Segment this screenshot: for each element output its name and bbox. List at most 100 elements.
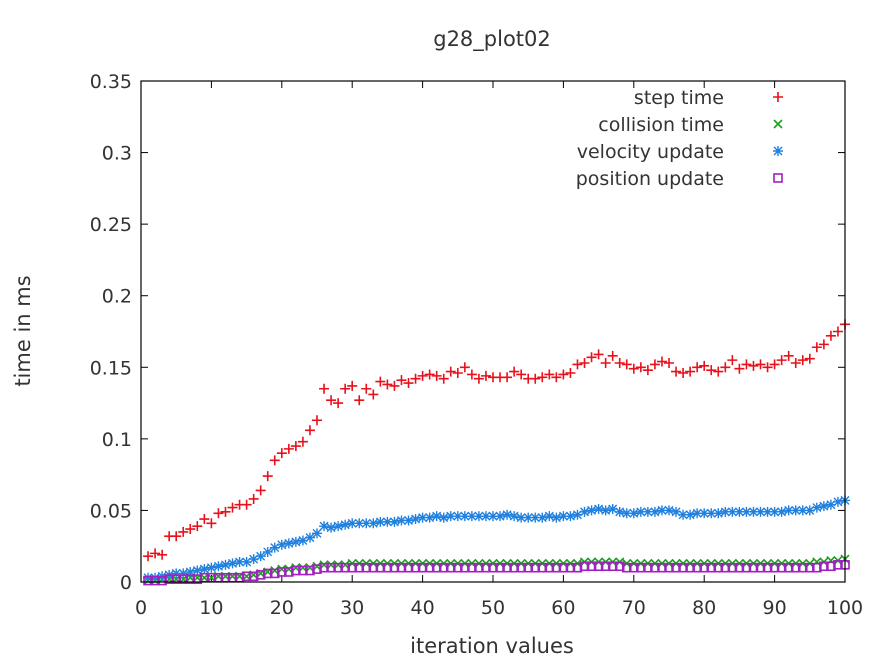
data-point xyxy=(143,572,154,583)
data-series xyxy=(143,319,850,586)
data-point xyxy=(727,355,738,366)
data-point xyxy=(445,562,456,573)
data-point xyxy=(227,502,238,513)
data-point xyxy=(480,511,491,522)
data-point xyxy=(593,503,604,514)
data-point xyxy=(502,509,513,520)
data-point xyxy=(389,380,400,391)
data-point xyxy=(607,503,618,514)
data-point xyxy=(452,562,463,573)
x-tick-label: 60 xyxy=(551,597,575,619)
data-point xyxy=(206,518,217,529)
data-point xyxy=(509,366,520,377)
data-point xyxy=(480,370,491,381)
data-point xyxy=(438,373,449,384)
legend-marker xyxy=(773,146,783,156)
data-point xyxy=(706,508,717,519)
axis-ticks: 0 10 20 30 40 50 60 70 80 90 100 0 0.05 0.1 0.15 0.2 0.2… xyxy=(90,71,863,619)
data-point xyxy=(473,511,484,522)
data-point xyxy=(326,562,336,573)
data-point xyxy=(614,561,625,572)
y-tick-label: 0.3 xyxy=(102,143,132,165)
data-point xyxy=(685,509,696,520)
data-point xyxy=(312,415,322,426)
data-point xyxy=(304,532,315,543)
data-point xyxy=(368,562,379,573)
data-point xyxy=(797,562,808,573)
data-point xyxy=(544,369,555,380)
data-point xyxy=(685,366,696,377)
data-point xyxy=(417,512,428,523)
data-point xyxy=(593,349,604,360)
data-point xyxy=(220,559,231,570)
data-point xyxy=(150,575,160,586)
data-point xyxy=(375,376,386,387)
data-point xyxy=(509,562,519,573)
legend-marker xyxy=(773,173,783,183)
data-point xyxy=(671,366,682,377)
data-point xyxy=(600,505,611,516)
data-point xyxy=(178,574,189,584)
y-tick-label: 0.25 xyxy=(90,214,132,236)
data-point xyxy=(664,357,674,368)
data-point xyxy=(234,556,245,567)
data-point xyxy=(262,471,273,482)
data-point xyxy=(621,562,632,573)
data-point xyxy=(502,562,512,573)
data-point xyxy=(699,360,710,371)
data-point xyxy=(635,506,646,517)
data-point xyxy=(192,565,203,576)
data-point xyxy=(811,502,822,513)
data-point xyxy=(354,395,365,406)
data-point xyxy=(347,380,358,391)
data-point xyxy=(713,562,724,573)
legend-entry: position update xyxy=(576,168,783,190)
data-point xyxy=(797,505,808,516)
data-point xyxy=(727,506,738,517)
data-point xyxy=(248,493,259,504)
data-point xyxy=(558,562,569,573)
data-point xyxy=(220,506,231,517)
data-point xyxy=(269,542,280,553)
data-point xyxy=(832,496,843,507)
data-point xyxy=(790,505,801,516)
data-point xyxy=(586,505,597,516)
data-point xyxy=(748,506,759,517)
data-point xyxy=(438,512,449,523)
data-point xyxy=(171,574,181,584)
data-point xyxy=(438,562,449,573)
data-point xyxy=(255,485,266,496)
data-point xyxy=(642,365,653,376)
data-point xyxy=(297,436,308,447)
data-point xyxy=(783,562,794,573)
data-point xyxy=(389,562,400,573)
data-point xyxy=(530,373,541,384)
data-point xyxy=(199,564,210,575)
data-point xyxy=(636,562,646,573)
data-point xyxy=(431,562,442,573)
data-point xyxy=(312,528,322,539)
data-point xyxy=(410,514,421,525)
x-tick-label: 100 xyxy=(827,597,863,619)
data-point xyxy=(826,561,836,572)
data-point xyxy=(143,551,154,562)
data-point xyxy=(347,562,358,573)
x-tick-label: 90 xyxy=(763,597,787,619)
data-point xyxy=(192,521,203,532)
data-point xyxy=(466,369,477,380)
data-point xyxy=(819,561,829,572)
data-point xyxy=(488,562,498,573)
data-point xyxy=(297,535,308,546)
data-point xyxy=(431,511,442,522)
data-point xyxy=(607,561,618,572)
data-point xyxy=(248,571,259,582)
data-point xyxy=(833,560,843,570)
x-tick-label: 50 xyxy=(481,597,505,619)
data-point xyxy=(544,562,555,573)
y-tick-label: 0.1 xyxy=(102,429,132,451)
data-point xyxy=(185,566,196,577)
data-point xyxy=(248,554,259,565)
x-tick-label: 40 xyxy=(411,597,435,619)
data-point xyxy=(213,561,224,572)
